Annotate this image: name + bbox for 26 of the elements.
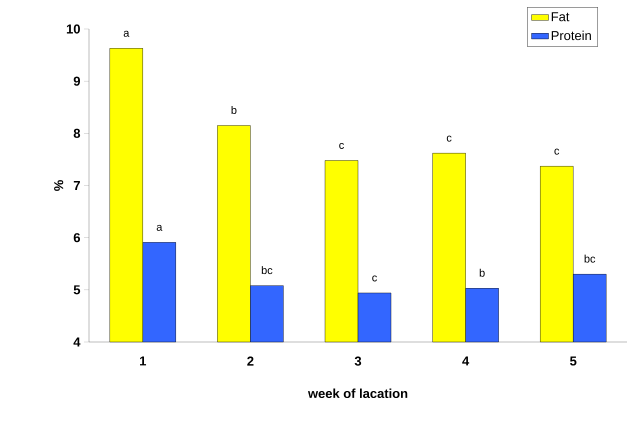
data-label: c (339, 142, 344, 149)
data-label: c (446, 136, 452, 142)
data-label: b (232, 106, 236, 114)
x-tick-label: 4 (462, 356, 470, 366)
y-tick-label: 7 (74, 181, 80, 190)
x-tick-label: 1 (140, 356, 146, 366)
data-label: c (554, 148, 560, 155)
x-axis-title: week of lacation (308, 388, 408, 398)
y-tick-label: 10 (66, 24, 80, 34)
y-axis-title: % (54, 180, 64, 191)
data-label: c (372, 275, 377, 282)
y-tick-label: 8 (74, 128, 80, 138)
y-tick-label: 4 (73, 338, 80, 346)
data-label: bc (584, 254, 596, 263)
x-tick-label: 3 (354, 356, 362, 366)
x-tick-label: 5 (570, 356, 576, 366)
data-label: a (156, 224, 162, 231)
y-tick-label: 5 (74, 285, 80, 294)
data-label: b (480, 268, 485, 277)
legend-label: Fat (552, 12, 570, 22)
x-tick-label: 2 (247, 356, 254, 366)
data-label: bc (262, 266, 272, 274)
y-tick-label: 6 (74, 233, 80, 242)
legend-label: Protein (552, 30, 591, 40)
data-label: a (124, 30, 130, 37)
y-tick-label: 9 (74, 76, 80, 86)
